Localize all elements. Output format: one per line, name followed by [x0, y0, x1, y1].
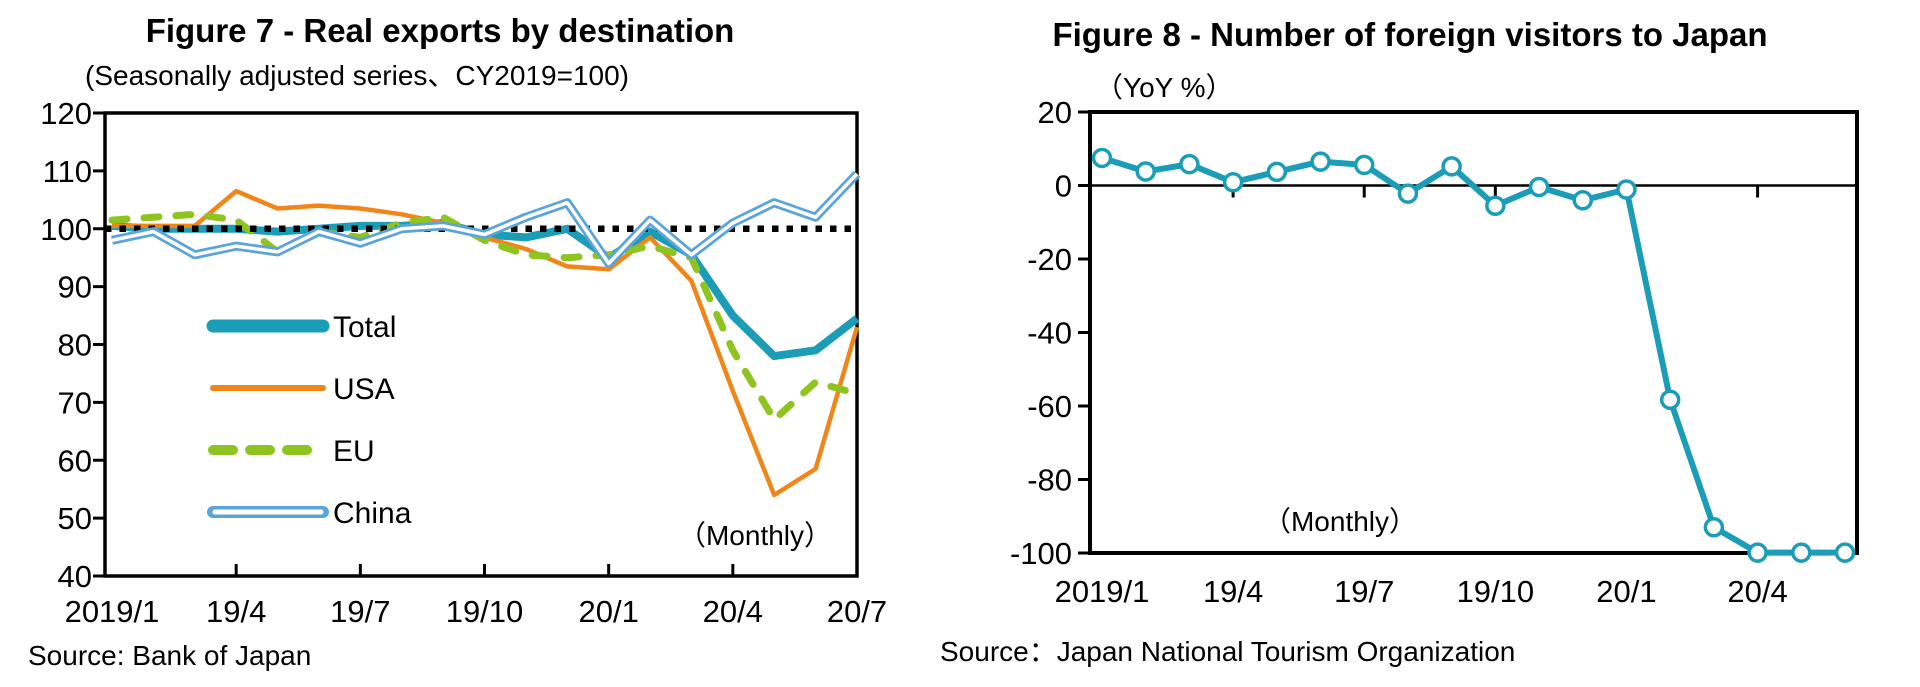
x-tick-label: 20/1 — [578, 594, 638, 629]
data-point-marker — [1135, 161, 1156, 182]
y-tick-label: -60 — [1027, 389, 1072, 424]
y-tick-label: 90 — [58, 270, 92, 305]
y-tick-label: 120 — [40, 96, 92, 131]
figure8-title: Figure 8 - Number of foreign visitors to… — [1052, 16, 1768, 53]
x-axis: 2019/1 19/4 19/7 19/10 20/1 20/4 — [1055, 185, 1788, 609]
data-point-marker — [1703, 517, 1725, 538]
y-tick-label: 100 — [40, 212, 92, 247]
y-tick-label: -40 — [1027, 316, 1072, 351]
data-point-marker — [1747, 542, 1768, 563]
data-point-marker — [1616, 179, 1637, 200]
series-eu-line — [108, 210, 861, 424]
data-point-marker — [1266, 161, 1288, 183]
series-group — [105, 170, 861, 498]
data-point-marker — [1659, 389, 1681, 411]
y-tick-label: 20 — [1038, 95, 1072, 130]
legend-label-total: Total — [333, 311, 396, 344]
series-china-line-core — [111, 172, 859, 266]
x-tick-label: 2019/1 — [65, 594, 160, 629]
x-tick-label: 20/7 — [827, 594, 887, 629]
x-tick-label: 20/1 — [1596, 574, 1656, 609]
y-tick-label: 40 — [58, 559, 92, 594]
y-tick-label: 70 — [58, 385, 92, 420]
data-point-marker — [1791, 542, 1812, 563]
y-tick-label: 60 — [58, 443, 92, 478]
figure7-source: Source: Bank of Japan — [28, 640, 312, 671]
data-point-marker — [1572, 189, 1594, 211]
legend-label-eu: EU — [333, 435, 375, 468]
figure8-source: Source：Japan National Tourism Organizati… — [940, 636, 1516, 667]
data-point-marker — [1834, 542, 1856, 563]
figure8-subtitle: （YoY %） — [1095, 72, 1234, 103]
y-axis: 20 0 -20 -40 -60 -80 -100 — [1010, 95, 1090, 571]
series-group — [1091, 147, 1856, 563]
figure7-monthly-label: （Monthly） — [677, 520, 833, 551]
plot-border — [1088, 110, 1859, 555]
x-tick-label: 19/4 — [206, 594, 266, 629]
data-point-marker — [1528, 176, 1550, 198]
figure7-title: Figure 7 - Real exports by destination — [145, 12, 735, 49]
y-tick-label: -100 — [1010, 536, 1072, 571]
y-tick-label: -20 — [1027, 242, 1072, 277]
figure7-subtitle: (Seasonally adjusted series、CY2019=100) — [85, 60, 629, 91]
x-tick-label: 19/7 — [1334, 574, 1394, 609]
data-point-marker — [1353, 154, 1375, 176]
x-tick-label: 19/10 — [446, 594, 524, 629]
series-line — [1101, 155, 1845, 556]
legend: Total USA EU China — [206, 311, 412, 530]
exports-chart: 40 50 60 70 80 90 100 110 120 2019/1 19/4 19/7 19/10… — [40, 96, 887, 629]
x-tick-label: 20/4 — [1727, 574, 1787, 609]
x-tick-label: 19/10 — [1457, 574, 1535, 609]
y-tick-label: 0 — [1055, 169, 1072, 204]
y-tick-label: 110 — [43, 154, 92, 189]
series-markers — [1091, 147, 1856, 563]
x-tick-label: 19/7 — [330, 594, 390, 629]
figure8-panel: Figure 8 - Number of foreign visitors to… — [900, 0, 1920, 687]
figure7-panel: Figure 7 - Real exports by destination (… — [0, 0, 900, 687]
legend-label-usa: USA — [333, 373, 395, 406]
y-axis: 40 50 60 70 80 90 100 110 120 — [40, 96, 105, 594]
data-point-marker — [1179, 153, 1200, 175]
x-tick-label: 2019/1 — [1055, 574, 1150, 609]
legend-label-china: China — [333, 497, 412, 530]
data-point-marker — [1310, 151, 1331, 172]
data-point-marker — [1397, 183, 1419, 204]
y-tick-label: 80 — [58, 328, 92, 363]
data-point-marker — [1441, 156, 1462, 177]
data-point-marker — [1091, 147, 1113, 169]
y-tick-label: 50 — [58, 501, 92, 536]
data-point-marker — [1485, 195, 1506, 216]
data-point-marker — [1222, 171, 1244, 193]
x-axis: 2019/1 19/4 19/7 19/10 20/1 20/4 20/7 — [65, 564, 887, 629]
figure8-monthly-label: （Monthly） — [1262, 506, 1418, 537]
x-tick-label: 20/4 — [703, 594, 763, 629]
y-tick-label: -80 — [1027, 463, 1072, 498]
x-tick-label: 19/4 — [1203, 574, 1263, 609]
